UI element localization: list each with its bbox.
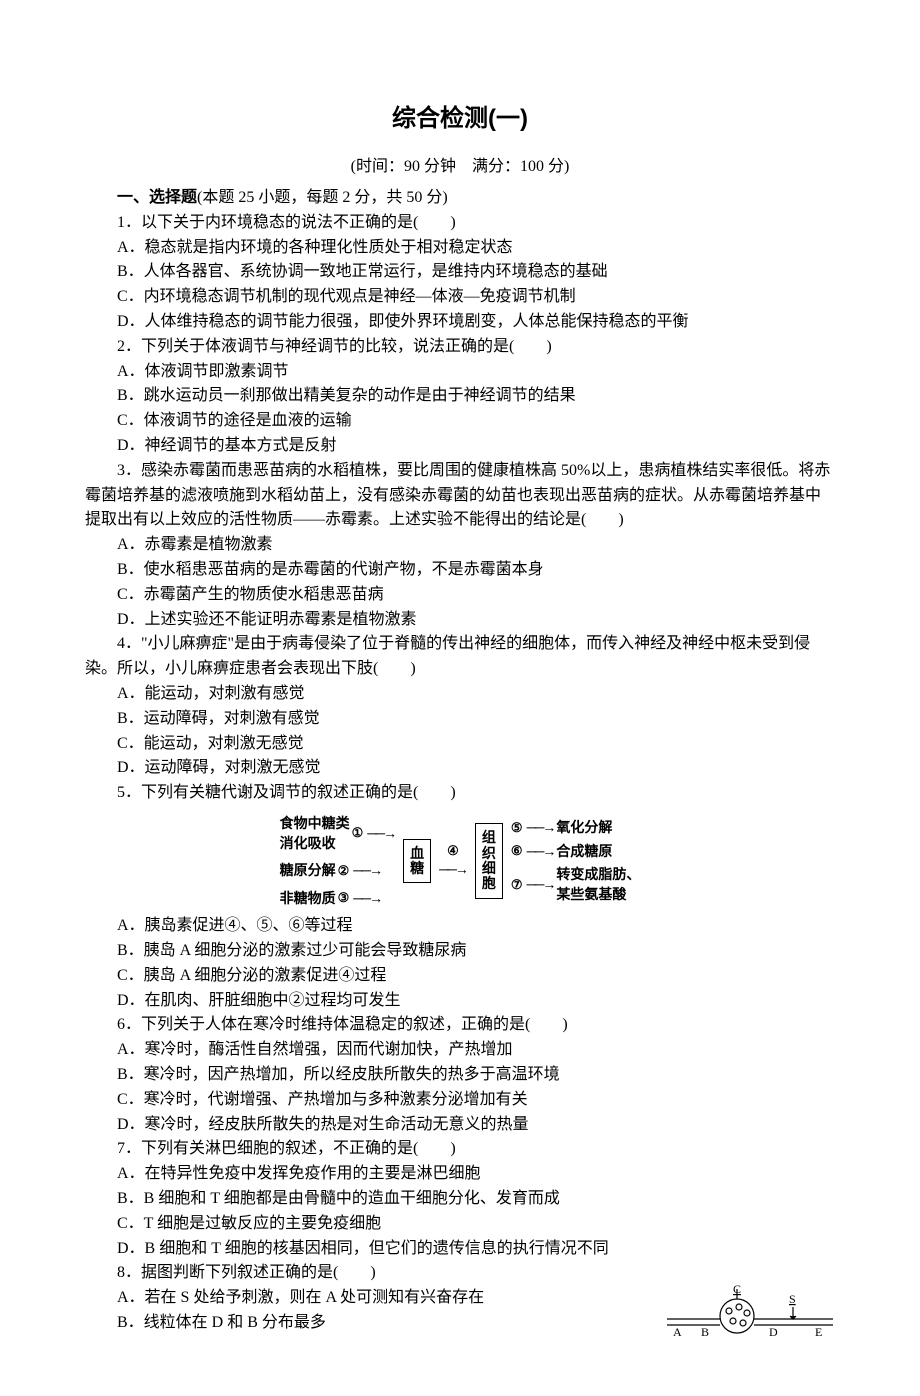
q4-opt-b: B．运动障碍，对刺激有感觉	[85, 707, 835, 732]
d1-right-2-label: 转变成脂肪、 某些氨基酸	[556, 865, 640, 904]
q1-opt-d: D．人体维持稳态的调节能力很强，即使外界环境剧变，人体总能保持稳态的平衡	[85, 310, 835, 335]
d2-label-e: E	[815, 1325, 822, 1338]
q7-stem: 7．下列有关淋巴细胞的叙述，不正确的是( )	[85, 1137, 835, 1162]
q8-block: 8．据图判断下列叙述正确的是( ) A．若在 S 处给予刺激，则在 A 处可测知…	[85, 1261, 835, 1335]
section-1-label: 一、选择题	[117, 189, 197, 206]
d2-label-s: S	[789, 1292, 796, 1306]
q8-diagram: A B C S D E	[665, 1283, 835, 1338]
q3-opt-b: B．使水稻患恶苗病的是赤霉菌的代谢产物，不是赤霉菌本身	[85, 558, 835, 583]
arrow-icon: ──→	[353, 889, 381, 909]
d1-left-0-label: 食物中糖类 消化吸收	[280, 814, 350, 853]
page-title: 综合检测(一)	[85, 100, 835, 137]
q1-stem: 1．以下关于内环境稳态的说法不正确的是( )	[85, 211, 835, 236]
section-1-heading: 一、选择题(本题 25 小题，每题 2 分，共 50 分)	[85, 186, 835, 211]
q4-stem: 4．"小儿麻痹症"是由于病毒侵染了位于脊髓的传出神经的细胞体，而传入神经及神经中…	[85, 632, 835, 682]
q3-opt-c: C．赤霉菌产生的物质使水稻患恶苗病	[85, 583, 835, 608]
q2-stem: 2．下列关于体液调节与神经调节的比较，说法正确的是( )	[85, 335, 835, 360]
arrow-icon: ──→	[439, 860, 467, 880]
q5-opt-a: A．胰岛素促进④、⑤、⑥等过程	[85, 914, 835, 939]
d1-left-1-label: 糖原分解	[280, 861, 336, 881]
d1-right-0-label: 氧化分解	[556, 818, 612, 838]
q3-opt-a: A．赤霉素是植物激素	[85, 533, 835, 558]
q6-stem: 6．下列关于人体在寒冷时维持体温稳定的叙述，正确的是( )	[85, 1013, 835, 1038]
q7-opt-b: B．B 细胞和 T 细胞都是由骨髓中的造血干细胞分化、发育而成	[85, 1187, 835, 1212]
q6-opt-a: A．寒冷时，酶活性自然增强，因而代谢加快，产热增加	[85, 1038, 835, 1063]
d1-left-0-num: ①	[352, 824, 364, 842]
d1-mid-num: ④	[447, 842, 459, 860]
q7-opt-a: A．在特异性免疫中发挥免疫作用的主要是淋巴细胞	[85, 1162, 835, 1187]
arrow-icon: ──→	[527, 875, 555, 895]
q5-diagram: 食物中糖类 消化吸收①──→ 糖原分解②──→ 非糖物质③──→ 血 糖 ④ ─…	[85, 812, 835, 908]
q5-opt-d: D．在肌肉、肝脏细胞中②过程均可发生	[85, 989, 835, 1014]
q2-opt-d: D．神经调节的基本方式是反射	[85, 434, 835, 459]
q4-opt-a: A．能运动，对刺激有感觉	[85, 682, 835, 707]
d2-label-c: C	[733, 1283, 741, 1296]
d1-box-blood-sugar: 血 糖	[403, 839, 431, 884]
d1-left-2-label: 非糖物质	[280, 889, 336, 909]
q2-opt-c: C．体液调节的途径是血液的运输	[85, 409, 835, 434]
d1-left-1-num: ②	[338, 862, 350, 880]
q4-opt-d: D．运动障碍，对刺激无感觉	[85, 756, 835, 781]
q2-opt-a: A．体液调节即激素调节	[85, 360, 835, 385]
arrow-icon: ──→	[367, 824, 395, 844]
q1-opt-b: B．人体各器官、系统协调一致地正常运行，是维持内环境稳态的基础	[85, 260, 835, 285]
d2-label-a: A	[673, 1325, 682, 1338]
q7-opt-c: C．T 细胞是过敏反应的主要免疫细胞	[85, 1212, 835, 1237]
d1-box-tissue-cell: 组 织 细 胞	[475, 823, 503, 899]
q1-opt-c: C．内环境稳态调节机制的现代观点是神经—体液—免疫调节机制	[85, 285, 835, 310]
q5-stem: 5．下列有关糖代谢及调节的叙述正确的是( )	[85, 781, 835, 806]
d1-right-2-num: ⑦	[511, 876, 523, 894]
q4-opt-c: C．能运动，对刺激无感觉	[85, 732, 835, 757]
arrow-icon: ──→	[527, 818, 555, 838]
q6-opt-c: C．寒冷时，代谢增强、产热增加与多种激素分泌增加有关	[85, 1088, 835, 1113]
d2-label-d: D	[769, 1325, 778, 1338]
q6-opt-d: D．寒冷时，经皮肤所散失的热是对生命活动无意义的热量	[85, 1113, 835, 1138]
q2-opt-b: B．跳水运动员一刹那做出精美复杂的动作是由于神经调节的结果	[85, 384, 835, 409]
q3-stem: 3．感染赤霉菌而患恶苗病的水稻植株，要比周围的健康植株高 50%以上，患病植株结…	[85, 459, 835, 533]
d1-right-1-num: ⑥	[511, 842, 523, 860]
q5-opt-b: B．胰岛 A 细胞分泌的激素过少可能会导致糖尿病	[85, 939, 835, 964]
q3-opt-d: D．上述实验还不能证明赤霉素是植物激素	[85, 608, 835, 633]
d1-left-2-num: ③	[338, 889, 350, 907]
q5-opt-c: C．胰岛 A 细胞分泌的激素促进④过程	[85, 964, 835, 989]
q7-opt-d: D．B 细胞和 T 细胞的核基因相同，但它们的遗传信息的执行情况不同	[85, 1237, 835, 1262]
q1-opt-a: A．稳态就是指内环境的各种理化性质处于相对稳定状态	[85, 236, 835, 261]
arrow-icon: ──→	[353, 861, 381, 881]
d1-right-1-label: 合成糖原	[556, 842, 612, 862]
arrow-icon: ──→	[527, 842, 555, 862]
q6-opt-b: B．寒冷时，因产热增加，所以经皮肤所散失的热多于高温环境	[85, 1063, 835, 1088]
d2-label-b: B	[701, 1325, 709, 1338]
exam-meta: (时间：90 分钟 满分：100 分)	[85, 155, 835, 180]
d1-right-0-num: ⑤	[511, 819, 523, 837]
section-1-desc: (本题 25 小题，每题 2 分，共 50 分)	[197, 189, 448, 206]
